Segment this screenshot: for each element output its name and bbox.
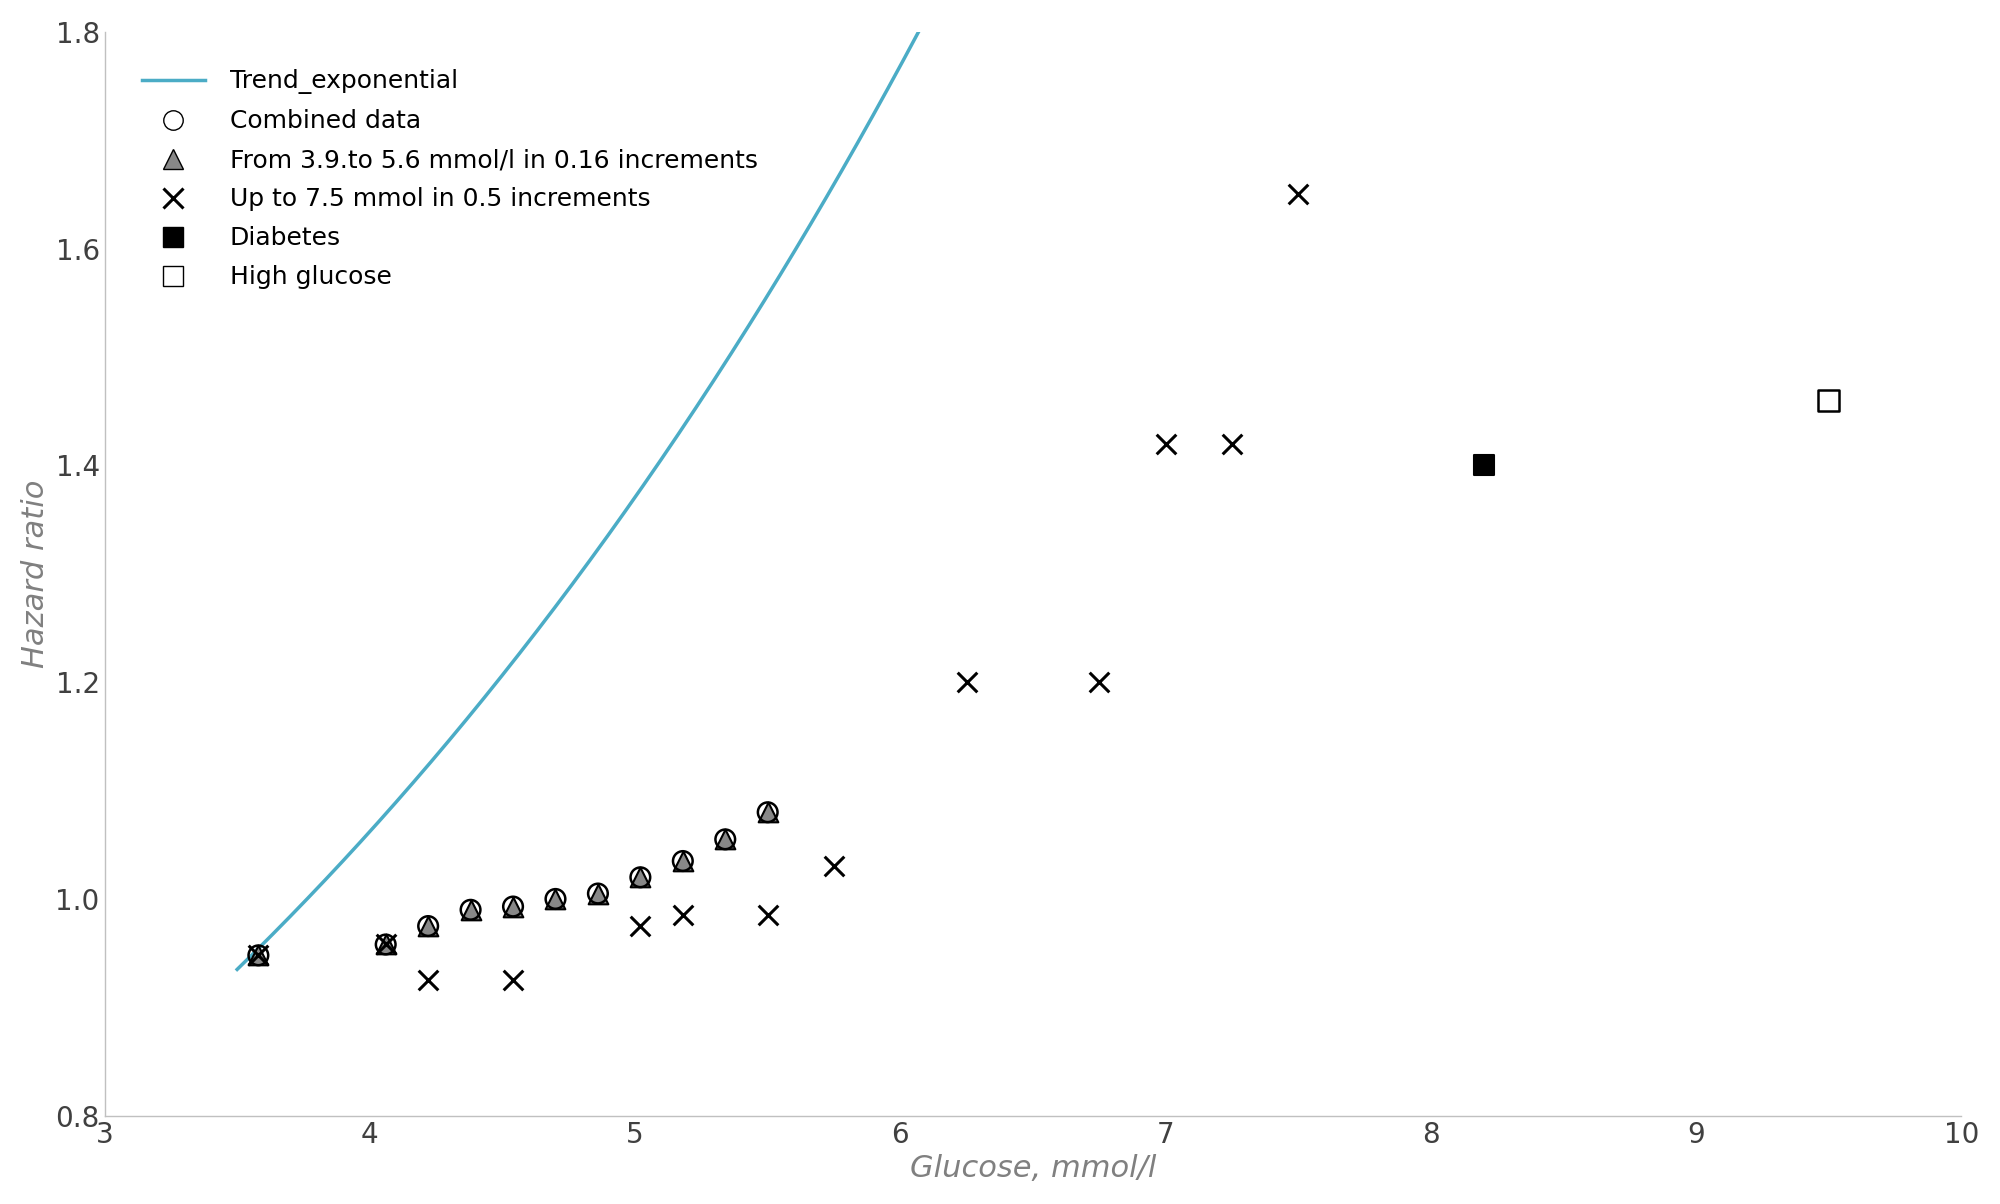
Point <box>818 857 850 877</box>
Point <box>752 803 784 822</box>
Point <box>540 890 572 909</box>
Point <box>498 970 530 990</box>
Point <box>540 890 572 909</box>
Point <box>624 916 656 936</box>
Point <box>1150 435 1182 454</box>
Point <box>1282 184 1314 203</box>
Point <box>370 934 402 954</box>
Point <box>412 916 444 936</box>
Point <box>666 851 698 870</box>
Point <box>370 934 402 954</box>
X-axis label: Glucose, mmol/l: Glucose, mmol/l <box>910 1155 1156 1184</box>
Point <box>1812 391 1844 411</box>
Point <box>1468 456 1500 476</box>
Legend: Trend_exponential, Combined data, From 3.9.to 5.6 mmol/l in 0.16 increments, Up : Trend_exponential, Combined data, From 3… <box>116 45 782 314</box>
Point <box>752 803 784 822</box>
Point <box>582 884 614 903</box>
Point <box>624 868 656 887</box>
Point <box>1084 673 1116 692</box>
Point <box>454 901 486 920</box>
Point <box>624 868 656 887</box>
Point <box>498 897 530 916</box>
Point <box>710 830 742 849</box>
Y-axis label: Hazard ratio: Hazard ratio <box>20 479 50 668</box>
Point <box>582 884 614 903</box>
Point <box>666 905 698 925</box>
Point <box>242 945 274 964</box>
Point <box>454 901 486 920</box>
Point <box>710 830 742 849</box>
Point <box>412 970 444 990</box>
Point <box>666 851 698 870</box>
Point <box>242 945 274 964</box>
Point <box>242 945 274 964</box>
Point <box>1216 435 1248 454</box>
Point <box>370 934 402 954</box>
Point <box>498 897 530 916</box>
Point <box>752 905 784 925</box>
Point <box>412 916 444 936</box>
Point <box>950 673 982 692</box>
